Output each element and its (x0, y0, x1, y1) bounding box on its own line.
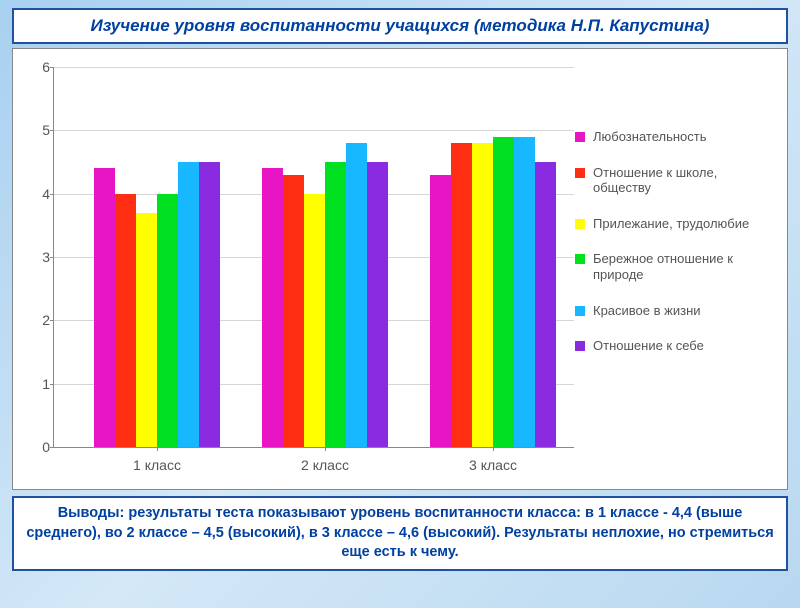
page-title: Изучение уровня воспитанности учащихся (… (91, 16, 710, 35)
legend-item: Бережное отношение к природе (575, 251, 775, 282)
chart-container: 01234561 класс2 класс3 класс Любознатель… (12, 48, 788, 490)
conclusion-text: Выводы: результаты теста показывают уров… (26, 504, 774, 563)
legend-label: Отношение к себе (593, 338, 704, 354)
legend-swatch (575, 341, 585, 351)
bar (262, 168, 283, 447)
title-container: Изучение уровня воспитанности учащихся (… (12, 8, 788, 44)
bar (115, 194, 136, 447)
legend-label: Прилежание, трудолюбие (593, 216, 749, 232)
legend-label: Отношение к школе, обществу (593, 165, 775, 196)
bar (283, 175, 304, 447)
bar (535, 162, 556, 447)
bar (451, 143, 472, 447)
x-tick-label: 3 класс (469, 457, 517, 473)
bar (472, 143, 493, 447)
bar (493, 137, 514, 447)
bar (178, 162, 199, 447)
bar (199, 162, 220, 447)
bar (136, 213, 157, 447)
y-tick-label: 3 (26, 249, 50, 265)
bar (514, 137, 535, 447)
bar (157, 194, 178, 447)
legend-item: Отношение к школе, обществу (575, 165, 775, 196)
legend-item: Прилежание, трудолюбие (575, 216, 775, 232)
bar (367, 162, 388, 447)
legend-label: Бережное отношение к природе (593, 251, 775, 282)
legend-swatch (575, 132, 585, 142)
y-tick-label: 4 (26, 186, 50, 202)
legend-swatch (575, 168, 585, 178)
bar (346, 143, 367, 447)
legend-label: Красивое в жизни (593, 303, 701, 319)
bar (430, 175, 451, 447)
y-tick-label: 1 (26, 376, 50, 392)
bar (304, 194, 325, 447)
y-tick-label: 6 (26, 59, 50, 75)
y-tick-label: 5 (26, 122, 50, 138)
legend-item: Красивое в жизни (575, 303, 775, 319)
plot-area: 01234561 класс2 класс3 класс (53, 67, 574, 448)
legend-swatch (575, 254, 585, 264)
x-tick-label: 2 класс (301, 457, 349, 473)
bar (94, 168, 115, 447)
legend: Любознательность Отношение к школе, общес… (575, 129, 775, 374)
legend-label: Любознательность (593, 129, 707, 145)
x-tick-label: 1 класс (133, 457, 181, 473)
y-tick-label: 2 (26, 312, 50, 328)
legend-swatch (575, 306, 585, 316)
legend-item: Любознательность (575, 129, 775, 145)
conclusion-container: Выводы: результаты теста показывают уров… (12, 496, 788, 571)
legend-item: Отношение к себе (575, 338, 775, 354)
legend-swatch (575, 219, 585, 229)
y-tick-label: 0 (26, 439, 50, 455)
bar (325, 162, 346, 447)
